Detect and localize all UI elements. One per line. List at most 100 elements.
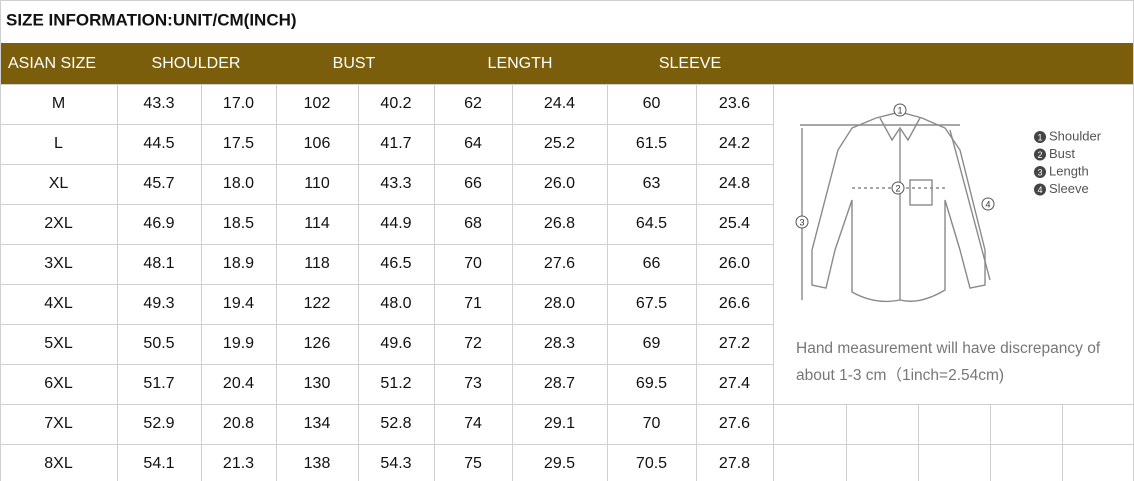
column-header: SLEEVE xyxy=(659,55,721,72)
table-cell: 51.2 xyxy=(380,375,411,392)
table-cell: 66 xyxy=(643,255,661,272)
table-cell: 43.3 xyxy=(143,95,174,112)
note: about 1-3 cm（1inch=2.54cm) xyxy=(796,367,1004,384)
table-cell: 67.5 xyxy=(636,295,667,312)
shirt-diagram: 1 1 Shoulder 2 2 Bust 3 3 Length 4 4 Sleeve Hand mea… xyxy=(795,103,1102,384)
table-cell: 20.8 xyxy=(223,415,254,432)
table-cell: 24.8 xyxy=(719,175,750,192)
table-cell: 64 xyxy=(464,135,482,152)
table-cell: 75 xyxy=(464,455,482,472)
table-cell: 52.9 xyxy=(143,415,174,432)
table-cell: 28.7 xyxy=(544,375,575,392)
marker-number: 3 xyxy=(799,217,804,227)
table-cell: 6XL xyxy=(44,375,73,392)
table-cell: 27.2 xyxy=(719,335,750,352)
table-cell: 19.4 xyxy=(223,295,254,312)
table-cell: 4XL xyxy=(44,295,73,312)
table-cell: 29.1 xyxy=(544,415,575,432)
table-cell: 41.7 xyxy=(380,135,411,152)
table-cell: 27.8 xyxy=(719,455,750,472)
table-cell: 20.4 xyxy=(223,375,254,392)
table-cell: 27.4 xyxy=(719,375,750,392)
table-cell: 49.6 xyxy=(380,335,411,352)
marker-circle xyxy=(891,181,905,195)
table-cell: 114 xyxy=(304,215,330,232)
table-cell: 19.9 xyxy=(223,335,254,352)
legend-label: Shoulder xyxy=(1049,128,1102,143)
table-cell: 27.6 xyxy=(544,255,575,272)
table-cell: 25.4 xyxy=(719,215,750,232)
legend-label: Bust xyxy=(1049,146,1075,161)
table-cell: XL xyxy=(49,175,69,192)
table-cell: 64.5 xyxy=(636,215,667,232)
table-cell: L xyxy=(54,135,63,152)
table-cell: 52.8 xyxy=(380,415,411,432)
legend-number: 1 xyxy=(1037,132,1042,142)
table-cell: 5XL xyxy=(44,335,73,352)
marker-circle xyxy=(795,215,809,229)
table-cell: 24.2 xyxy=(719,135,750,152)
table-cell: 51.7 xyxy=(143,375,174,392)
table-cell: 54.3 xyxy=(380,455,411,472)
table-cell: M xyxy=(52,95,65,112)
table-cell: 40.2 xyxy=(380,95,411,112)
table-cell: 28.0 xyxy=(544,295,575,312)
table-cell: 62 xyxy=(464,95,482,112)
table-cell: 44.9 xyxy=(380,215,411,232)
table-cell: 46.9 xyxy=(143,215,174,232)
table-cell: 126 xyxy=(304,335,331,352)
table-cell: 25.2 xyxy=(544,135,575,152)
table-cell: 23.6 xyxy=(719,95,750,112)
table-cell: 72 xyxy=(464,335,482,352)
table-cell: 24.4 xyxy=(544,95,575,112)
table-cell: 61.5 xyxy=(636,135,667,152)
table-cell: 18.5 xyxy=(223,215,254,232)
table-cell: 68 xyxy=(464,215,482,232)
table-cell: 45.7 xyxy=(143,175,174,192)
header-band xyxy=(0,43,1134,84)
table-cell: 27.6 xyxy=(719,415,750,432)
table-cell: 28.3 xyxy=(544,335,575,352)
legend-number: 4 xyxy=(1037,185,1042,195)
note: Hand measurement will have discrepancy o… xyxy=(796,340,1101,357)
table-cell: 73 xyxy=(464,375,482,392)
legend-circle xyxy=(1034,183,1046,196)
marker-number: 1 xyxy=(897,105,902,115)
column-header: ASIAN SIZE xyxy=(8,55,96,72)
table-cell: 50.5 xyxy=(143,335,174,352)
table-cell: 69.5 xyxy=(636,375,667,392)
table-cell: 26.8 xyxy=(544,215,575,232)
table-cell: 70.5 xyxy=(636,455,667,472)
table-cell: 70 xyxy=(464,255,482,272)
table-cell: 3XL xyxy=(44,255,73,272)
legend-label: Sleeve xyxy=(1049,181,1089,196)
legend-number: 3 xyxy=(1037,167,1042,177)
table-cell: 2XL xyxy=(44,215,73,232)
table-cell: 118 xyxy=(304,255,330,272)
legend-circle xyxy=(1034,166,1046,178)
table-cell: 26.6 xyxy=(719,295,750,312)
marker-number: 2 xyxy=(895,183,900,193)
table-cell: 48.1 xyxy=(143,255,174,272)
marker-number: 4 xyxy=(985,199,990,209)
legend-circle xyxy=(1034,131,1046,143)
table-cell: 66 xyxy=(464,175,482,192)
table-cell: 102 xyxy=(304,95,331,112)
table-cell: 48.0 xyxy=(380,295,411,312)
table-cell: 71 xyxy=(464,295,482,312)
marker-circle xyxy=(981,197,995,211)
table-cell: 26.0 xyxy=(719,255,750,272)
table-cell: 43.3 xyxy=(380,175,411,192)
table-cell: 21.3 xyxy=(223,455,254,472)
column-header: BUST xyxy=(333,55,376,72)
table-cell: 18.0 xyxy=(223,175,254,192)
table-cell: 29.5 xyxy=(544,455,575,472)
marker-circle xyxy=(893,103,907,117)
table-cell: 46.5 xyxy=(380,255,411,272)
legend-number: 2 xyxy=(1037,150,1042,160)
table-cell: 110 xyxy=(304,175,330,192)
column-header: LENGTH xyxy=(488,55,553,72)
table-cell: 7XL xyxy=(44,415,73,432)
table-cell: 134 xyxy=(304,415,331,432)
